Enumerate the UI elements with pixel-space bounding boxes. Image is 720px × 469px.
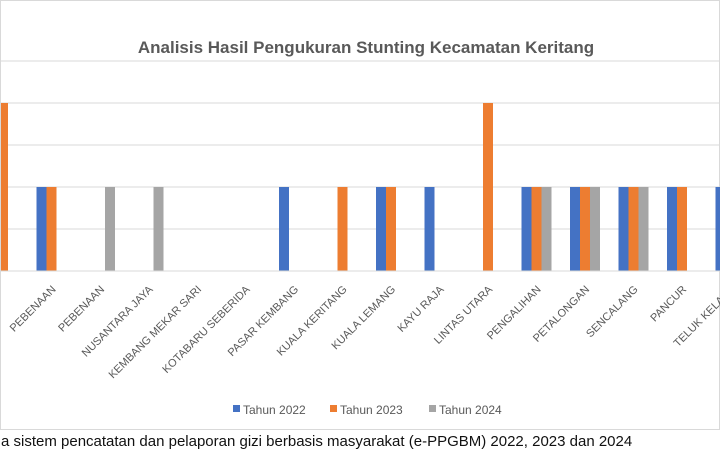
legend-swatch-tahun-2023: [330, 405, 337, 412]
bar-tahun-2022-teluk-kelasa-15: [715, 187, 720, 271]
x-tick-label-pebenaan-1: PEBENAAN: [8, 284, 59, 335]
bar-tahun-2024-pebenaan-2: [105, 187, 115, 271]
x-tick-label-kotabaru-seberida-5: KOTABARU SEBERIDA: [160, 283, 253, 376]
bar-tahun-2022-pancur-14: [667, 187, 677, 271]
chart-panel: PEBENAAN PEBENAAN NUSANTARA JAYA KEMBANG ME…: [0, 0, 720, 430]
legend-item-tahun-2022: Tahun 2022: [233, 403, 306, 417]
x-tick-label-pancur-14: PANCUR: [648, 284, 689, 325]
bar-tahun-2022-pengalihan-11: [521, 187, 532, 271]
bar-tahun-2023-blank-0: [1, 103, 8, 271]
x-tick-label-kayu-raja-9: KAYU RAJA: [395, 283, 447, 335]
bar-tahun-2023-petalongan-12: [580, 187, 590, 271]
bar-tahun-2023-pebenaan-1: [46, 187, 57, 271]
bar-tahun-2024-nusantara-jaya-3: [153, 187, 164, 271]
gridlines: [1, 60, 720, 230]
bar-tahun-2022-sencalang-13: [618, 187, 629, 271]
legend-label-tahun-2022: Tahun 2022: [243, 403, 306, 417]
bar-tahun-2022-kayu-raja-9: [424, 187, 435, 271]
legend-swatch-tahun-2024: [429, 405, 436, 412]
bar-tahun-2022-petalongan-12: [570, 187, 580, 271]
bar-tahun-2022-pebenaan-1: [36, 187, 47, 271]
chart-title: Analisis Hasil Pengukuran Stunting Kecam…: [138, 38, 594, 57]
bar-tahun-2024-petalongan-12: [590, 187, 600, 271]
x-tick-label-sencalang-13: SENCALANG: [584, 284, 640, 340]
legend-label-tahun-2024: Tahun 2024: [439, 403, 502, 417]
bar-tahun-2022-kuala-lemang-8: [376, 187, 386, 271]
bar-tahun-2024-sencalang-13: [638, 187, 649, 271]
bar-tahun-2023-kuala-keritang-7: [337, 187, 348, 271]
legend-label-tahun-2023: Tahun 2023: [340, 403, 403, 417]
bar-tahun-2023-kuala-lemang-8: [386, 187, 396, 271]
legend: Tahun 2022 Tahun 2023 Tahun 2024: [233, 403, 502, 417]
legend-swatch-tahun-2022: [233, 405, 240, 412]
x-tick-label-pebenaan-2: PEBENAAN: [56, 284, 107, 335]
bar-tahun-2023-pancur-14: [677, 187, 687, 271]
legend-item-tahun-2023: Tahun 2023: [330, 403, 403, 417]
bar-tahun-2022-pasar-kembang-6: [279, 187, 289, 271]
figure-caption: a sistem pencatatan dan pelaporan gizi b…: [1, 433, 633, 450]
bar-tahun-2024-pengalihan-11: [541, 187, 552, 271]
x-tick-label-kembang-mekar-sari-4: KEMBANG MEKAR SARI: [107, 284, 205, 382]
legend-item-tahun-2024: Tahun 2024: [429, 403, 502, 417]
bar-tahun-2023-sencalang-13: [628, 187, 639, 271]
bars: [1, 103, 720, 271]
bar-tahun-2023-pengalihan-11: [531, 187, 542, 271]
bar-tahun-2023-lintas-utara-10: [483, 103, 493, 271]
